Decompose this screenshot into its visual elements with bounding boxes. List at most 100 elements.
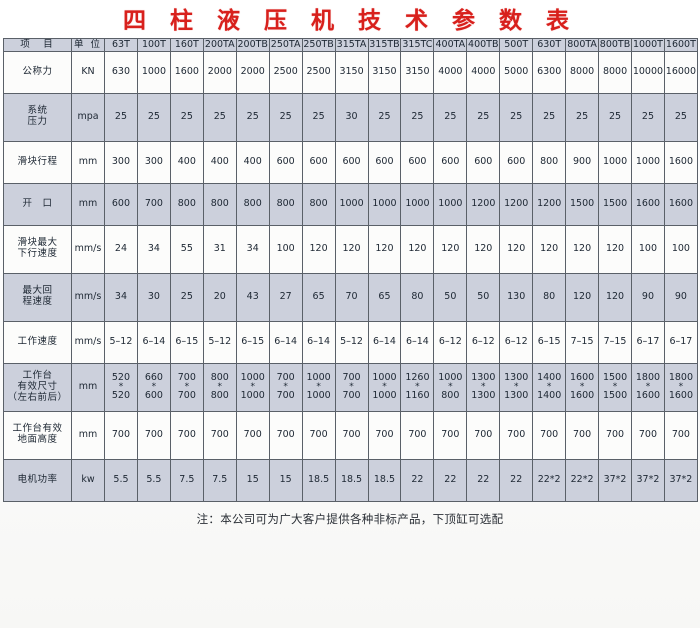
cell-value: 25 (268, 92, 303, 142)
row-label: 系统 压力 (3, 92, 72, 142)
cell-value: 700 (301, 410, 336, 460)
table-header-row: 项 目单 位 63T 100T 160T 200TA 200TB 250TA 250TB 315… (3, 38, 698, 52)
cell-value-top: 1800 (668, 372, 693, 384)
row-label: 滑块行程 (3, 140, 72, 184)
cell-value: 1500 * 1500 (598, 362, 632, 412)
cell-value-top: 660 (144, 372, 163, 384)
cell-value-top: 1300 (471, 372, 496, 384)
cell-value: 1000 (400, 182, 435, 226)
cell-value-top: 1000 (306, 372, 331, 384)
cell-value-separator: * (415, 382, 420, 393)
table-row: 滑块行程 mm 300 300 400 400 400 600 600 600 600 600 600 6… (3, 140, 698, 184)
header-model-1000T: 1000T (631, 38, 665, 52)
cell-value-top: 1800 (635, 372, 661, 384)
row-label-line: 开 口 (22, 197, 53, 209)
cell-value: 25 (631, 92, 665, 142)
cell-value: 1200 (466, 182, 501, 226)
cell-value-separator: * (678, 382, 684, 393)
row-label: 工作台 有效尺寸 （左右前后） (3, 362, 72, 412)
cell-value: 6–14 (367, 320, 402, 364)
cell-value: 22 (499, 458, 534, 502)
cell-value-separator: * (513, 382, 519, 393)
cell-value-bottom: 700 (276, 389, 295, 401)
cell-value: 800 (268, 182, 303, 226)
cell-value-top: 700 (342, 372, 361, 384)
cell-value: 120 (532, 224, 567, 274)
cell-value: 3150 (334, 50, 369, 94)
cell-value: 120 (598, 224, 632, 274)
row-label: 最大回 程速度 (3, 272, 72, 322)
cell-value-bottom: 1160 (405, 389, 430, 401)
row-unit: mm (71, 140, 105, 184)
cell-value: 55 (169, 224, 204, 274)
page-title: 四 柱 液 压 机 技 术 参 数 表 (122, 7, 578, 34)
cell-value-top: 1000 (240, 372, 265, 384)
cell-value-top: 1000 (438, 372, 463, 384)
cell-value-separator: * (283, 382, 288, 393)
cell-value: 1200 (532, 182, 567, 226)
cell-value: 400 (202, 140, 237, 184)
header-model-315TA: 315TA (334, 38, 369, 52)
cell-value: 700 (466, 410, 501, 460)
cell-value-bottom: 1000 (306, 389, 331, 401)
cell-value-top: 1500 (602, 372, 628, 384)
cell-value: 25 (235, 92, 270, 142)
cell-value: 25 (466, 92, 501, 142)
header-model-1600T: 1600T (663, 38, 698, 52)
cell-value-bottom: 800 (210, 389, 229, 401)
cell-value: 600 (400, 140, 435, 184)
cell-value: 25 (169, 92, 204, 142)
header-model-100T: 100T (136, 38, 171, 52)
cell-value: 700 (565, 410, 600, 460)
row-label-line: （左右前后） (7, 391, 68, 403)
cell-value: 22*2 (565, 458, 600, 502)
footer-note: 注：本公司可为广大客户提供各种非标产品，下顶缸可选配 (196, 511, 504, 526)
cell-value: 800 (532, 140, 567, 184)
cell-value-top: 1260 (405, 372, 430, 384)
cell-value: 900 (565, 140, 600, 184)
cell-value: 600 (367, 140, 402, 184)
header-model-500T: 500T (499, 38, 534, 52)
cell-value: 700 (169, 410, 204, 460)
cell-value: 18.5 (301, 458, 336, 502)
cell-value: 100 (663, 224, 698, 274)
cell-value: 5000 (499, 50, 534, 94)
cell-value: 50 (433, 272, 468, 322)
cell-value-bottom: 1600 (635, 389, 661, 401)
cell-value: 6–14 (400, 320, 435, 364)
cell-value: 1400 * 1400 (532, 362, 567, 412)
row-unit: KN (71, 50, 105, 94)
cell-value: 1000 * 1000 (301, 362, 336, 412)
header-model-200TA: 200TA (202, 38, 237, 52)
cell-value: 25 (433, 92, 468, 142)
cell-value: 7–15 (565, 320, 600, 364)
cell-value: 15 (235, 458, 270, 502)
cell-value: 6–14 (268, 320, 303, 364)
cell-value: 22*2 (532, 458, 567, 502)
cell-value: 700 (433, 410, 468, 460)
cell-value: 6–15 (169, 320, 204, 364)
cell-value: 800 (235, 182, 270, 226)
cell-value: 700 (268, 410, 303, 460)
cell-value: 25 (565, 92, 600, 142)
cell-value: 5–12 (334, 320, 369, 364)
row-label-line: 有效尺寸 (17, 380, 58, 392)
cell-value-top: 1400 (537, 372, 562, 384)
cell-value-separator: * (118, 382, 124, 393)
table-row: 滑块最大 下行速度 mm/s 24 34 55 31 34 100 120 120 120 120 120… (3, 224, 698, 274)
cell-value: 1300 * 1300 (499, 362, 534, 412)
cell-value: 1600 (631, 182, 665, 226)
row-label: 公称力 (3, 50, 72, 94)
cell-value: 120 (400, 224, 435, 274)
cell-value: 1800 * 1600 (663, 362, 698, 412)
row-unit: mm/s (71, 224, 105, 274)
cell-value: 120 (301, 224, 336, 274)
cell-value: 2500 (301, 50, 336, 94)
row-label-line: 滑块最大 (17, 237, 58, 249)
cell-value-bottom: 1600 (668, 389, 693, 401)
row-label-line: 程速度 (22, 296, 53, 308)
cell-value-bottom: 600 (144, 389, 163, 401)
cell-value: 700 (663, 410, 698, 460)
row-label-line: 最大回 (22, 285, 53, 297)
cell-value: 16000 (663, 50, 698, 94)
